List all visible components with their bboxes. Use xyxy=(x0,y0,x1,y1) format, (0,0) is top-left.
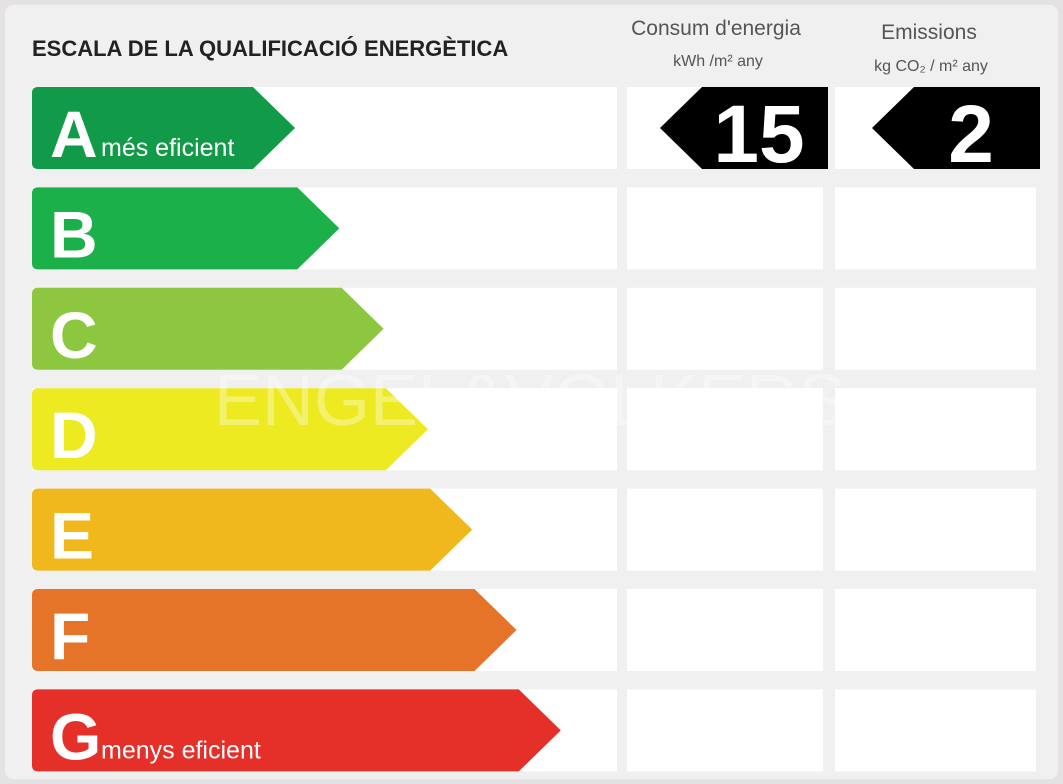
emissions-cell xyxy=(835,488,1036,571)
consumption-value: 15 xyxy=(713,89,804,180)
class-label: menys eficient xyxy=(101,736,261,764)
emissions-value: 2 xyxy=(948,89,994,180)
consumption-cell xyxy=(627,388,823,471)
class-label: més eficient xyxy=(101,134,234,162)
class-arrow xyxy=(32,388,428,471)
class-letter: B xyxy=(50,197,98,271)
consumption-cell xyxy=(627,187,823,270)
class-letter: D xyxy=(50,398,98,472)
consumption-cell xyxy=(627,589,823,671)
class-arrow xyxy=(32,187,340,270)
title: ESCALA DE LA QUALIFICACIÓ ENERGÈTICA xyxy=(32,36,508,61)
class-arrow xyxy=(32,87,295,169)
class-arrow xyxy=(32,689,561,772)
class-letter: F xyxy=(50,599,90,673)
emissions-cell xyxy=(835,187,1036,270)
emissions-cell xyxy=(835,689,1036,772)
consumption-title: Consum d'energia xyxy=(631,17,801,40)
emissions-cell xyxy=(835,388,1036,471)
consumption-cell xyxy=(627,287,823,370)
consumption-badge xyxy=(660,87,828,169)
emissions-unit: kg CO₂ / m² any xyxy=(874,58,988,75)
emissions-title: Emissions xyxy=(881,21,977,44)
class-arrow xyxy=(32,589,517,671)
emissions-cell xyxy=(835,287,1036,370)
emissions-badge xyxy=(872,87,1040,169)
class-letter: C xyxy=(50,298,98,372)
consumption-unit: kWh /m² any xyxy=(673,53,763,70)
class-arrow xyxy=(32,287,384,370)
class-letter: G xyxy=(50,699,101,773)
class-letter: A xyxy=(50,97,98,171)
class-arrow xyxy=(32,488,473,571)
class-letter: E xyxy=(50,499,94,573)
consumption-cell xyxy=(627,689,823,772)
consumption-cell xyxy=(627,488,823,571)
watermark: ENGEL&VÖLKERS xyxy=(214,361,846,441)
emissions-cell xyxy=(835,589,1036,671)
